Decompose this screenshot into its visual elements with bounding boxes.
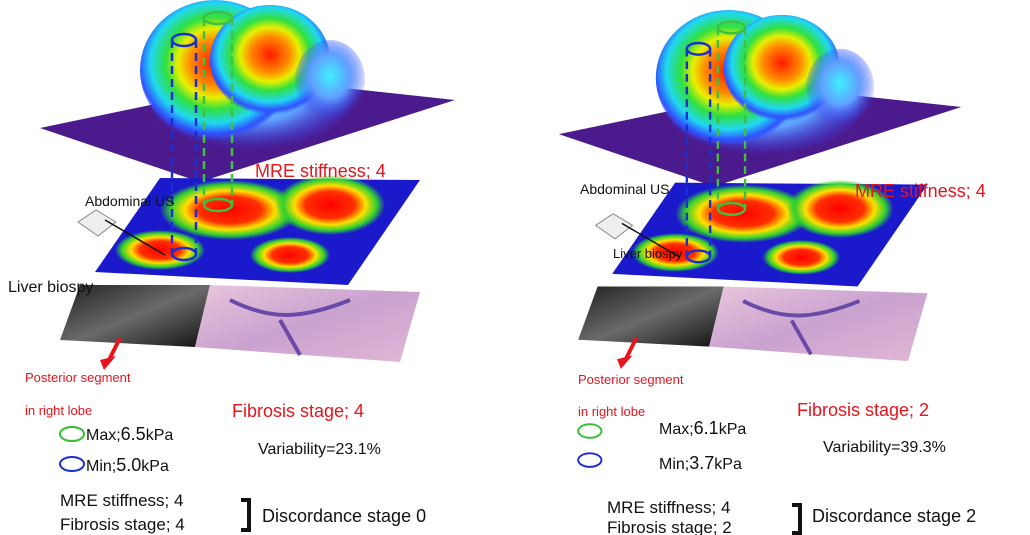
segment-label: in right lobe <box>25 403 92 418</box>
max-value: Max;6.1kPa <box>659 418 746 438</box>
min-unit: kPa <box>714 456 742 473</box>
variability: Variability=23.1% <box>258 441 381 458</box>
mre-label: MRE stiffness; 4 <box>255 161 386 181</box>
biopsy-label: Liver biospy <box>613 246 683 261</box>
min-value: Min;3.7kPa <box>659 453 742 473</box>
fibrosis-label: Fibrosis stage; 2 <box>797 400 929 420</box>
discordance: Discordance stage 0 <box>262 506 426 526</box>
segment-label: in right lobe <box>578 404 645 419</box>
us-label: Abdominal US <box>580 181 670 197</box>
segment-label: Posterior segment <box>578 372 684 387</box>
summary-fibrosis: Fibrosis stage; 4 <box>60 515 185 534</box>
discordance: Discordance stage 2 <box>812 506 976 526</box>
right-panel-graphics <box>559 10 962 467</box>
max-unit: kPa <box>719 421 747 438</box>
min-value: Min;5.0kPa <box>86 455 169 475</box>
min-label: Min; <box>659 456 689 473</box>
page: {"panels": [ {"mre_label": "MRE stiffnes… <box>0 0 1030 535</box>
fibrosis-label: Fibrosis stage; 4 <box>232 401 364 421</box>
figure: MRE stiffness; 4 Abdominal US Liver bios… <box>0 0 1030 535</box>
variability: Variability=39.3% <box>823 439 946 456</box>
max-label: Max; <box>86 427 121 444</box>
max-unit: kPa <box>146 427 174 444</box>
us-label: Abdominal US <box>85 193 175 209</box>
max-value: Max;6.5kPa <box>86 424 173 444</box>
min-label: Min; <box>86 458 116 475</box>
biopsy-label: Liver biospy <box>8 279 93 296</box>
segment-label: Posterior segment <box>25 370 131 385</box>
summary-mre: MRE stiffness; 4 <box>60 491 183 510</box>
summary-fibrosis: Fibrosis stage; 2 <box>607 518 732 535</box>
mre-label: MRE stiffness; 4 <box>855 181 986 201</box>
bracket <box>241 500 249 530</box>
bracket <box>792 505 800 533</box>
summary-mre: MRE stiffness; 4 <box>607 498 730 517</box>
min-unit: kPa <box>141 458 169 475</box>
max-label: Max; <box>659 421 694 438</box>
max-number: 6.5 <box>121 424 146 444</box>
min-number: 5.0 <box>116 455 141 475</box>
min-number: 3.7 <box>689 453 714 473</box>
max-number: 6.1 <box>694 418 719 438</box>
